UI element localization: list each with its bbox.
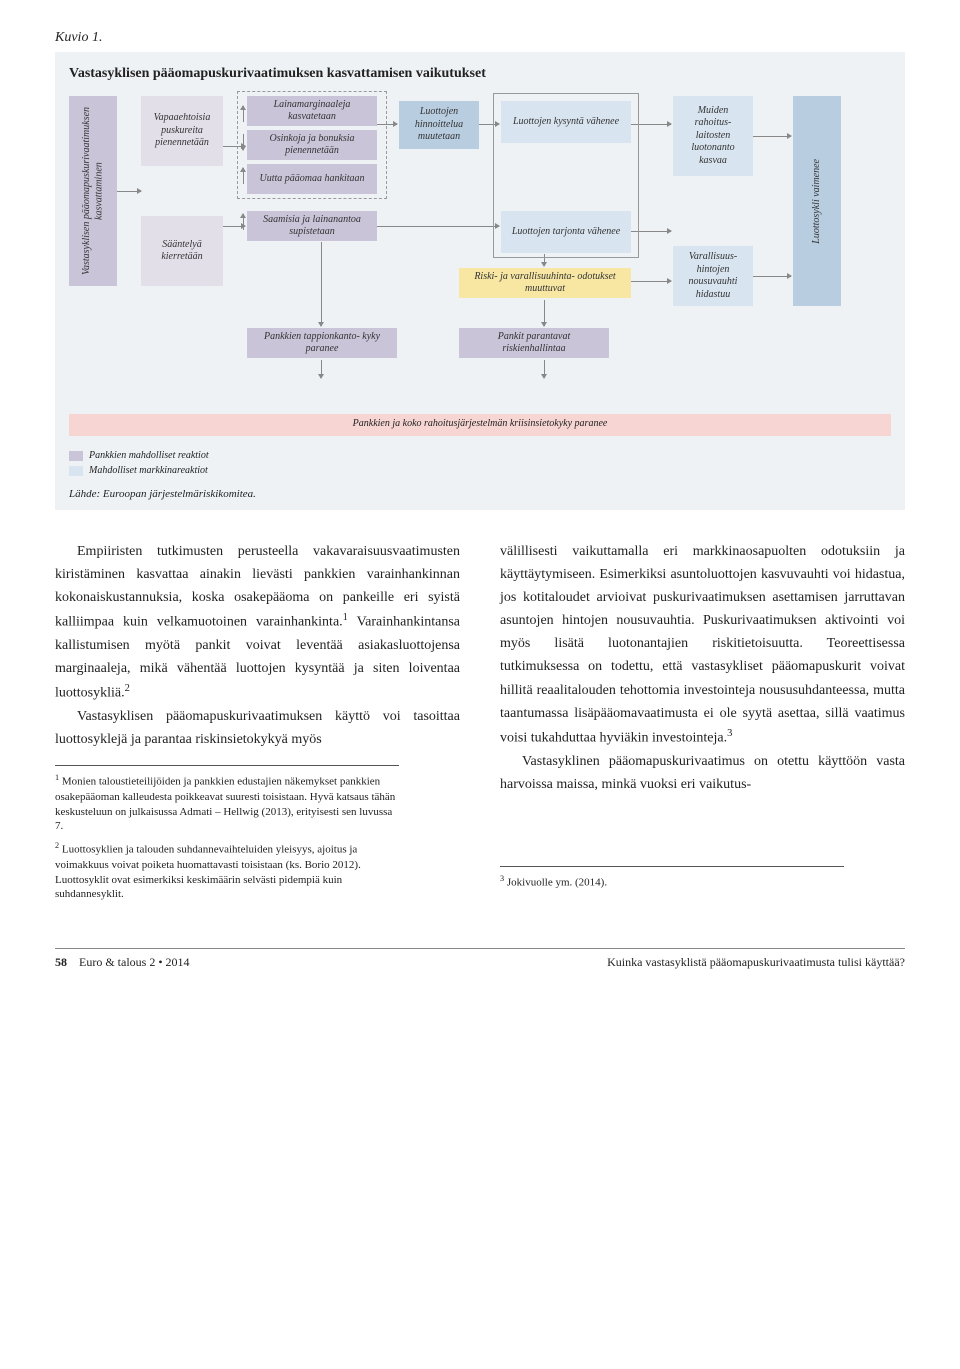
node-start: Vastasyklisen pääomapuskurivaatimuksen k… <box>69 96 117 286</box>
source-line: Lähde: Euroopan järjestelmäriskikomitea. <box>69 488 891 500</box>
arrow-up-icon <box>243 168 244 184</box>
paragraph: Vastasyklisen pääomapuskurivaatimuksen k… <box>55 705 460 751</box>
diagram-title: Vastasyklisen pääomapuskurivaatimuksen k… <box>69 66 891 82</box>
bottom-band: Pankkien ja koko rahoitusjärjestelmän kr… <box>69 414 891 436</box>
text: Luottosyklien ja talouden suhdannevaihte… <box>55 844 361 901</box>
node-osink: Osinkoja ja bonuksia pienennetään <box>247 130 377 160</box>
node-sykli: Luottosykli vaimenee <box>793 96 841 306</box>
legend-swatch <box>69 451 83 461</box>
text: välillisesti vaikuttamalla eri markkinao… <box>500 544 905 745</box>
text: Jokivuolle ym. (2014). <box>507 876 607 888</box>
footer-right: Kuinka vastasyklistä pääomapuskurivaatim… <box>607 955 905 970</box>
node-vapaa: Vapaaehtoisia puskureita pienennetään <box>141 96 223 166</box>
legend-swatch <box>69 466 83 476</box>
node-paran: Pankit parantavat riskienhallintaa <box>459 328 609 358</box>
arrow <box>321 360 322 378</box>
paragraph: Vastasyklinen pääomapuskurivaatimus on o… <box>500 750 905 796</box>
node-uutta: Uutta pääomaa hankitaan <box>247 164 377 194</box>
node-saam: Saamisia ja lainanantoa supistetaan <box>247 211 377 241</box>
node-muide: Muiden rahoitus- laitosten luotonanto ka… <box>673 96 753 176</box>
node-tarjo: Luottojen tarjonta vähenee <box>501 211 631 253</box>
legend: Pankkien mahdolliset reaktiot Mahdollise… <box>69 448 891 478</box>
figure-label: Kuvio 1. <box>55 30 905 46</box>
arrow-up-icon <box>243 214 244 230</box>
node-tapp: Pankkien tappionkanto- kyky paranee <box>247 328 397 358</box>
arrow-up-icon <box>243 106 244 122</box>
left-column: Empiiristen tutkimusten perusteella vaka… <box>55 540 460 908</box>
footnote: 1 Monien taloustieteilijöiden ja pankkie… <box>55 772 399 834</box>
footnotes: 3 Jokivuolle ym. (2014). <box>500 866 844 891</box>
node-hinno: Luottojen hinnoittelua muutetaan <box>399 101 479 149</box>
diagram-panel: Vastasyklisen pääomapuskurivaatimuksen k… <box>55 52 905 510</box>
paragraph: Empiiristen tutkimusten perusteella vaka… <box>55 540 460 705</box>
arrow <box>223 226 245 227</box>
arrow <box>753 136 791 137</box>
node-saant: Sääntelyä kierretään <box>141 216 223 286</box>
footer-left: 58 Euro & talous 2 • 2014 <box>55 955 190 970</box>
footnote-ref: 3 <box>727 728 732 739</box>
right-column: välillisesti vaikuttamalla eri markkinao… <box>500 540 905 908</box>
arrow <box>753 276 791 277</box>
node-varal: Varallisuus- hintojen nousuvauhti hidast… <box>673 246 753 306</box>
publication-name: Euro & talous 2 • 2014 <box>79 955 190 969</box>
arrow <box>117 191 141 192</box>
footnote-ref: 2 <box>125 683 130 694</box>
arrow <box>544 300 545 326</box>
legend-label: Pankkien mahdolliset reaktiot <box>89 448 209 463</box>
arrow <box>377 124 397 125</box>
arrow <box>321 242 322 326</box>
arrow <box>631 281 671 282</box>
page: Kuvio 1. Vastasyklisen pääomapuskurivaat… <box>0 0 960 990</box>
flowchart: Vastasyklisen pääomapuskurivaatimuksen k… <box>69 96 891 406</box>
footnote: 3 Jokivuolle ym. (2014). <box>500 873 844 891</box>
arrow-down-icon <box>243 134 244 150</box>
legend-item: Pankkien mahdolliset reaktiot <box>69 448 891 463</box>
footnotes: 1 Monien taloustieteilijöiden ja pankkie… <box>55 765 399 902</box>
footnote: 2 Luottosyklien ja talouden suhdannevaih… <box>55 840 399 902</box>
page-number: 58 <box>55 955 67 969</box>
legend-item: Mahdolliset markkinareaktiot <box>69 463 891 478</box>
node-riski: Riski- ja varallisuuhinta- odotukset muu… <box>459 268 631 298</box>
paragraph: välillisesti vaikuttamalla eri markkinao… <box>500 540 905 750</box>
text: Monien taloustieteilijöiden ja pankkien … <box>55 776 395 833</box>
legend-label: Mahdolliset markkinareaktiot <box>89 463 208 478</box>
arrow <box>544 360 545 378</box>
node-laina: Lainamarginaaleja kasvatetaan <box>247 96 377 126</box>
page-footer: 58 Euro & talous 2 • 2014 Kuinka vastasy… <box>55 948 905 970</box>
node-kysyn: Luottojen kysyntä vähenee <box>501 101 631 143</box>
body-columns: Empiiristen tutkimusten perusteella vaka… <box>55 540 905 908</box>
arrow <box>377 226 499 227</box>
